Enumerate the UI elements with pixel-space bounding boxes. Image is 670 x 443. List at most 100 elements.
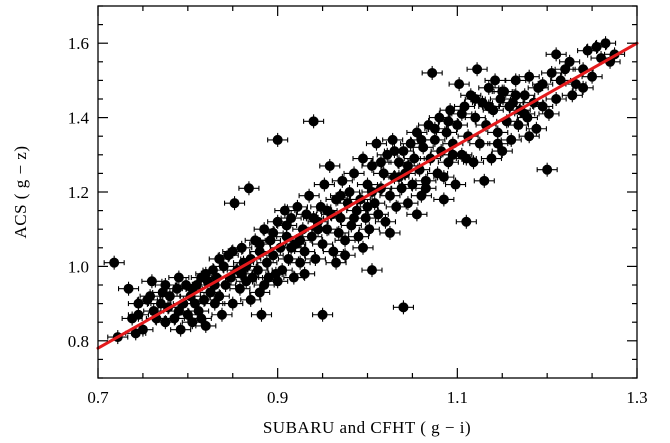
data-point xyxy=(466,62,488,77)
data-point xyxy=(229,281,251,296)
data-point xyxy=(170,322,192,337)
data-point xyxy=(267,214,289,229)
data-point xyxy=(343,166,365,181)
data-point xyxy=(561,88,583,103)
data-point xyxy=(267,132,289,147)
data-point xyxy=(525,121,547,136)
data-point xyxy=(312,307,334,322)
data-point xyxy=(415,181,437,196)
data-point xyxy=(455,214,477,229)
data-point xyxy=(141,274,163,289)
data-point xyxy=(356,199,379,214)
data-point xyxy=(211,307,233,322)
data-point xyxy=(331,173,353,188)
data-point xyxy=(379,225,401,240)
data-point xyxy=(168,304,190,319)
y-tick-labels: 0.8 1.0 1.2 1.4 1.6 xyxy=(68,34,90,351)
x-axis-label: SUBARU and CFHT ( g − i) xyxy=(263,418,471,437)
data-point xyxy=(518,69,540,84)
data-point xyxy=(505,73,527,88)
data-point xyxy=(545,47,567,62)
data-point xyxy=(352,151,374,166)
data-point xyxy=(154,278,176,292)
data-point xyxy=(168,270,190,285)
data-point xyxy=(444,177,467,192)
data-point xyxy=(436,125,458,140)
data-point xyxy=(240,292,262,307)
data-point xyxy=(487,125,509,140)
data-point xyxy=(410,132,432,147)
data-point xyxy=(464,110,486,125)
data-point xyxy=(545,92,567,106)
data-point xyxy=(193,292,215,307)
data-point xyxy=(473,173,495,188)
y-tick-label: 0.8 xyxy=(68,332,89,351)
data-point xyxy=(222,296,244,311)
data-point xyxy=(410,188,432,203)
data-point xyxy=(541,65,563,80)
data-point xyxy=(577,43,599,58)
data-point xyxy=(298,188,320,203)
data-point xyxy=(195,266,217,281)
data-point xyxy=(249,285,271,300)
data-point xyxy=(367,207,389,222)
data-point xyxy=(127,307,149,322)
data-point xyxy=(313,177,335,192)
data-point xyxy=(267,274,289,289)
data-point xyxy=(277,251,299,266)
data-point xyxy=(401,177,423,192)
y-tick-label: 1.6 xyxy=(68,34,89,53)
data-point xyxy=(478,80,500,95)
data-point xyxy=(437,114,459,129)
data-point xyxy=(329,188,352,203)
data-point xyxy=(514,106,536,121)
data-point xyxy=(554,62,576,77)
data-point xyxy=(280,211,302,226)
data-point xyxy=(491,144,513,159)
data-point xyxy=(338,185,361,199)
data-point xyxy=(159,289,181,304)
data-point xyxy=(256,255,278,270)
data-points xyxy=(103,36,626,345)
data-point xyxy=(303,114,325,129)
data-point xyxy=(195,318,217,333)
data-point xyxy=(347,229,370,244)
data-point xyxy=(312,237,334,252)
data-point xyxy=(392,300,414,315)
data-point xyxy=(361,263,383,278)
data-point xyxy=(253,278,275,292)
data-point xyxy=(469,136,491,151)
data-point xyxy=(559,54,581,69)
data-point xyxy=(415,173,437,188)
data-point xyxy=(421,65,443,80)
y-axis-label: ACS ( g − z) xyxy=(11,145,30,238)
data-point xyxy=(117,281,140,296)
data-point xyxy=(334,233,356,248)
data-point xyxy=(480,151,503,166)
data-point xyxy=(478,99,500,114)
data-point xyxy=(356,177,379,192)
data-point xyxy=(316,203,338,218)
data-point xyxy=(550,73,572,88)
fit-line xyxy=(96,41,639,350)
data-point xyxy=(433,192,455,207)
data-point xyxy=(334,248,356,263)
x-tick-label: 1.1 xyxy=(447,388,468,407)
data-point xyxy=(280,240,302,255)
data-point xyxy=(379,188,401,203)
data-point xyxy=(532,77,554,92)
x-tick-label: 0.7 xyxy=(87,388,109,407)
data-point xyxy=(289,255,311,270)
data-point xyxy=(262,225,284,240)
data-point xyxy=(358,222,380,237)
data-point xyxy=(532,99,554,114)
data-point xyxy=(428,110,450,125)
data-point xyxy=(222,244,244,259)
data-point xyxy=(343,211,365,226)
data-point xyxy=(303,211,325,226)
data-point xyxy=(163,311,185,326)
data-point xyxy=(397,196,419,211)
x-tick-labels: 0.7 0.9 1.1 1.3 xyxy=(87,388,647,407)
data-point xyxy=(276,218,298,233)
data-point xyxy=(437,155,459,170)
